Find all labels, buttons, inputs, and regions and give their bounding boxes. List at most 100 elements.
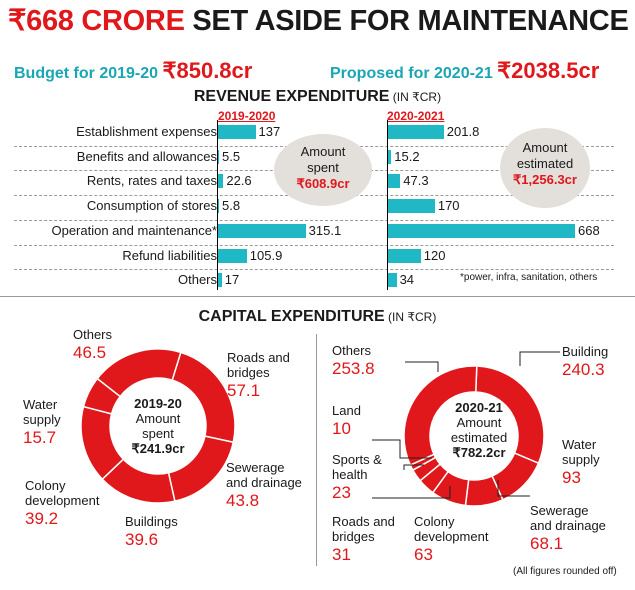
headline: ₹668 CRORE SET ASIDE FOR MAINTENANCE [8,4,629,38]
bar-2019-20-operation-and-maintenance [217,223,306,238]
bar-value-2020-21-operation-and-maintenance: 668 [578,222,600,238]
bar-2020-21-consumption-of-stores [387,199,435,214]
row-label-benefits-and-allowances: Benefits and allowances [76,148,217,164]
revenue-footnote: *power, infra, sanitation, others [460,272,598,283]
bar-value-2019-20-establishment-expenses: 137 [258,124,281,139]
donut-2020-21-value-sports-health: 23 [332,483,351,502]
bar-2019-20-establishment-expenses [217,125,256,139]
section-divider [0,296,635,297]
capital-title: CAPITAL EXPENDITURE (IN ₹CR) [198,308,437,325]
amount-spent-bubble: Amount spent ₹608.9cr [274,134,372,206]
row-divider [14,269,614,271]
budget-2020-21: Proposed for 2020-21 ₹2038.5cr [330,58,600,83]
donut-2020-21-label-building: Building [562,344,609,359]
axis-2019-20 [217,120,218,290]
row-label-establishment-expenses: Establishment expenses [76,124,217,139]
donut-2020-21-label-roads-and-bridges: Roads and bridges [332,514,395,544]
donut-2019-20-total: ₹241.9cr [131,441,185,456]
donut-2020-21-value-sewerage-and-drainage: 68.1 [530,534,564,553]
budget-2019-20-value: ₹850.8cr [162,58,253,83]
bar-value-2020-21-rents-rates-and-taxes: 47.3 [403,173,429,189]
capital-divider [316,334,317,566]
revenue-year-right: 2020-2021 [387,109,445,123]
bar-2019-20-rents-rates-and-taxes [217,174,224,189]
row-label-others: Others [177,272,217,288]
donut-2019-20-label-colony-development: Colony development [25,478,100,508]
bar-2020-21-establishment-expenses [387,125,444,139]
bar-value-2019-20-operation-and-maintenance: 315.1 [308,222,342,238]
donut-2020-21-label-land: Land [332,403,361,418]
donut-2020-21-label-colony-development: Colony development [414,514,489,544]
row-label-operation-and-maintenance: Operation and maintenance* [51,222,217,238]
amount-spent-value: ₹608.9cr [296,176,350,191]
revenue-year-left: 2019-2020 [218,109,276,123]
donut-2019-20-value-roads-and-bridges: 57.1 [227,381,261,400]
donut-2020-21-slice-others [403,365,478,467]
row-label-consumption-of-stores: Consumption of stores [86,198,217,214]
donut-2020-21-value-others: 253.8 [332,359,375,378]
bar-2019-20-consumption-of-stores [217,199,219,214]
row-label-rents-rates-and-taxes: Rents, rates and taxes [86,173,217,189]
donut-2020-21-value-roads-and-bridges: 31 [332,545,351,564]
bar-value-2019-20-rents-rates-and-taxes: 22.6 [226,173,252,189]
donut-2020-21-value-water-supply: 93 [562,468,581,487]
headline-amount: ₹668 CRORE [8,5,185,37]
axis-2020-21 [387,120,388,290]
row-label-refund-liabilities: Refund liabilities [122,247,217,263]
bar-2020-21-rents-rates-and-taxes [387,174,401,189]
row-divider [14,219,614,221]
budget-2019-20: Budget for 2019-20 ₹850.8cr [14,58,253,83]
bar-2020-21-others [387,273,397,288]
revenue-bar-chart: Establishment expenses 137 201.8 Benefits a… [14,120,614,290]
leader-sports-health [403,464,424,470]
bar-2019-20-benefits-and-allowances [217,149,219,164]
bar-2020-21-operation-and-maintenance [387,223,575,238]
donut-2020-21-value-building: 240.3 [562,360,605,379]
headline-text: SET ASIDE FOR MAINTENANCE [184,5,629,37]
amount-estimated-value: ₹1,256.3cr [513,172,577,187]
donut-2020-21-label-sewerage-and-drainage: Sewerage and drainage [530,503,606,533]
bar-value-2020-21-benefits-and-allowances: 15.2 [394,148,420,164]
donut-2019-20-value-sewerage-and-drainage: 43.8 [226,491,260,510]
leader-sewerage-and-drainage [497,480,530,497]
capital-footnote: (All figures rounded off) [513,566,617,577]
bar-value-2019-20-refund-liabilities: 105.9 [249,247,283,263]
donut-2020-21-center: 2020-21 Amount estimated ₹782.2cr [436,400,522,460]
donut-2019-20-label-roads-and-bridges: Roads and bridges [227,350,290,380]
bar-value-2019-20-benefits-and-allowances: 5.5 [222,148,241,164]
donut-2020-21-label-sports-health: Sports & health [332,452,382,482]
bar-2019-20-refund-liabilities [217,248,247,263]
donut-2019-20-value-others: 46.5 [73,343,107,362]
bar-2019-20-others [217,273,222,288]
row-divider [14,244,614,246]
donut-2020-21-label-others: Others [332,343,372,358]
budget-2020-21-value: ₹2038.5cr [497,58,600,83]
donut-2019-20-value-buildings: 39.6 [125,530,159,549]
donut-2020-21-value-colony-development: 63 [414,545,433,564]
donut-2020-21-total: ₹782.2cr [452,445,506,460]
bar-value-2019-20-others: 17 [224,272,240,288]
donut-2019-20-label-sewerage-and-drainage: Sewerage and drainage [226,460,302,490]
donut-2020-21-value-land: 10 [332,419,351,438]
donut-2019-20-value-colony-development: 39.2 [25,509,59,528]
bar-value-2019-20-consumption-of-stores: 5.8 [222,198,241,214]
revenue-title: REVENUE EXPENDITURE (IN ₹CR) [193,88,442,105]
bar-2020-21-refund-liabilities [387,248,421,263]
amount-estimated-bubble: Amount estimated ₹1,256.3cr [500,128,590,208]
donut-2019-20-value-water-supply: 15.7 [23,428,57,447]
bar-value-2020-21-others: 34 [399,272,415,288]
donut-2019-20-label-others: Others [73,327,113,342]
donut-2019-20-slice-others [96,348,182,398]
leader-building [519,351,560,366]
donut-2019-20-center: 2019-20 Amount spent ₹241.9cr [120,396,196,456]
leader-others-right [405,361,439,372]
bar-value-2020-21-establishment-expenses: 201.8 [446,124,480,139]
leader-roads-and-bridges [372,486,451,499]
bar-value-2020-21-consumption-of-stores: 170 [437,198,460,214]
leader-land [372,439,432,459]
bar-value-2020-21-refund-liabilities: 120 [423,247,446,263]
donut-2019-20-label-water-supply: Water supply [23,397,61,427]
donut-2020-21-label-water-supply: Water supply [562,437,600,467]
bar-2020-21-benefits-and-allowances [387,149,392,164]
